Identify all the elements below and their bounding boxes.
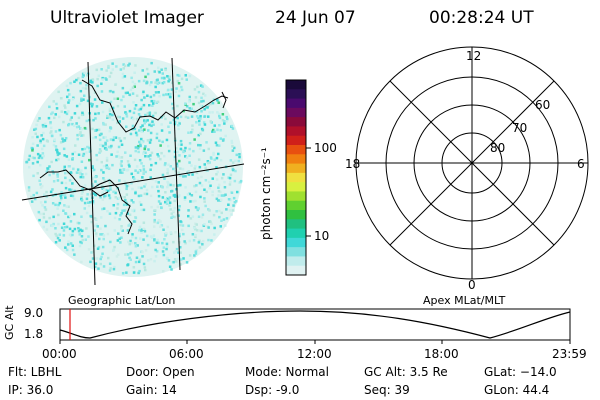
colorbar-band — [286, 163, 306, 174]
status-glon: GLon: 44.4 — [484, 383, 550, 397]
xtick-0000: 00:00 — [42, 347, 77, 361]
colorbar-tick-10: 10 — [314, 229, 330, 243]
status-mode: Mode: Normal — [245, 365, 329, 379]
status-flt: Flt: LBHL — [8, 365, 62, 379]
status-gc-alt: GC Alt: 3.5 Re — [364, 365, 448, 379]
xtick-1800: 18:00 — [424, 347, 459, 361]
altitude-ytick-9: 9.0 — [24, 306, 44, 320]
altitude-ylabel: GC Alt — [3, 305, 16, 340]
lat-label-70: 70 — [512, 121, 528, 135]
colorbar-band — [286, 265, 306, 276]
geographic-image-panel — [21, 57, 245, 286]
geo-grid — [21, 57, 245, 286]
lat-label-60: 60 — [535, 98, 551, 112]
altitude-frame — [59, 308, 571, 341]
colorbar-band — [286, 135, 306, 146]
date-label: 24 Jun 07 — [275, 8, 356, 28]
mlt-label-18: 18 — [345, 157, 361, 171]
colorbar-band — [286, 107, 306, 118]
colorbar — [286, 80, 306, 276]
colorbar-band — [286, 191, 306, 202]
colorbar-band — [286, 154, 306, 165]
mlt-label-6: 6 — [577, 157, 585, 171]
altitude-ticks — [59, 340, 571, 344]
status-door: Door: Open — [126, 365, 195, 379]
colorbar-band — [286, 98, 306, 109]
emission-speckles — [25, 61, 243, 275]
colorbar-band — [286, 145, 306, 155]
coastlines — [39, 79, 229, 235]
colorbar-band — [286, 89, 306, 100]
colorbar-ticks — [306, 147, 311, 237]
colorbar-band — [286, 172, 306, 183]
status-dsp: Dsp: -9.0 — [245, 383, 300, 397]
polar-grid — [355, 46, 589, 280]
colorbar-band — [286, 247, 306, 257]
status-ip: IP: 36.0 — [8, 383, 54, 397]
altitude-curve — [59, 310, 571, 339]
colorbar-band — [286, 228, 306, 239]
colorbar-band — [286, 210, 306, 220]
xtick-2359: 23:59 — [552, 347, 587, 361]
colorbar-band — [286, 126, 306, 137]
status-gain: Gain: 14 — [126, 383, 177, 397]
colorbar-unit-label: photon cm⁻²s⁻¹ — [259, 147, 273, 240]
colorbar-band — [286, 80, 306, 90]
colorbar-band — [286, 256, 306, 267]
altitude-plot — [59, 308, 571, 344]
mlt-label-0: 0 — [468, 278, 476, 292]
instrument-title: Ultraviolet Imager — [50, 8, 204, 28]
geo-caption: Geographic Lat/Lon — [68, 294, 176, 307]
xtick-0600: 06:00 — [169, 347, 204, 361]
colorbar-band — [286, 200, 306, 211]
colorbar-band — [286, 237, 306, 248]
apex-caption: Apex MLat/MLT — [423, 294, 506, 307]
status-glat: GLat: −14.0 — [484, 365, 557, 379]
colorbar-tick-100: 100 — [314, 141, 337, 155]
colorbar-band — [286, 117, 306, 127]
lat-label-80: 80 — [490, 141, 506, 155]
colorbar-band — [286, 182, 306, 192]
xtick-1200: 12:00 — [297, 347, 332, 361]
colorbar-frame — [285, 79, 307, 276]
time-label: 00:28:24 UT — [429, 8, 534, 28]
colorbar-band — [286, 219, 306, 230]
altitude-ytick-1.8: 1.8 — [24, 327, 44, 341]
mlt-label-12: 12 — [466, 49, 482, 63]
status-seq: Seq: 39 — [364, 383, 410, 397]
